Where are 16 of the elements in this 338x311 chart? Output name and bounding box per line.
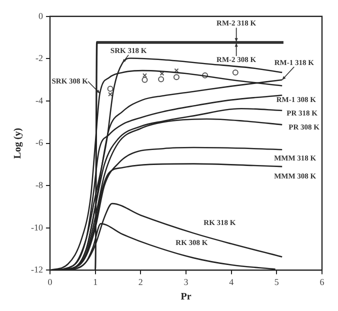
x-tick-label: 2	[138, 276, 143, 287]
x-tick-label: 5	[274, 276, 280, 287]
y-axis-title: Log (y)	[12, 128, 24, 159]
y-tick-label: -4	[35, 95, 44, 106]
y-tick-label: -6	[35, 138, 44, 148]
x-axis-title: Pr	[180, 292, 192, 303]
y-tick-label: -8	[35, 180, 44, 190]
x-tick-label: 4	[229, 276, 234, 287]
x-tick-label: 1	[93, 276, 98, 287]
y-tick-label: -2	[35, 53, 43, 64]
y-tick-label: -10	[30, 222, 44, 232]
y-tick-label: 0	[38, 10, 44, 21]
x-tick-label: 0	[48, 276, 53, 287]
x-tick-label: 3	[184, 276, 189, 287]
x-tick-label: 6	[320, 276, 325, 287]
y-tick-label: -12	[30, 264, 43, 275]
